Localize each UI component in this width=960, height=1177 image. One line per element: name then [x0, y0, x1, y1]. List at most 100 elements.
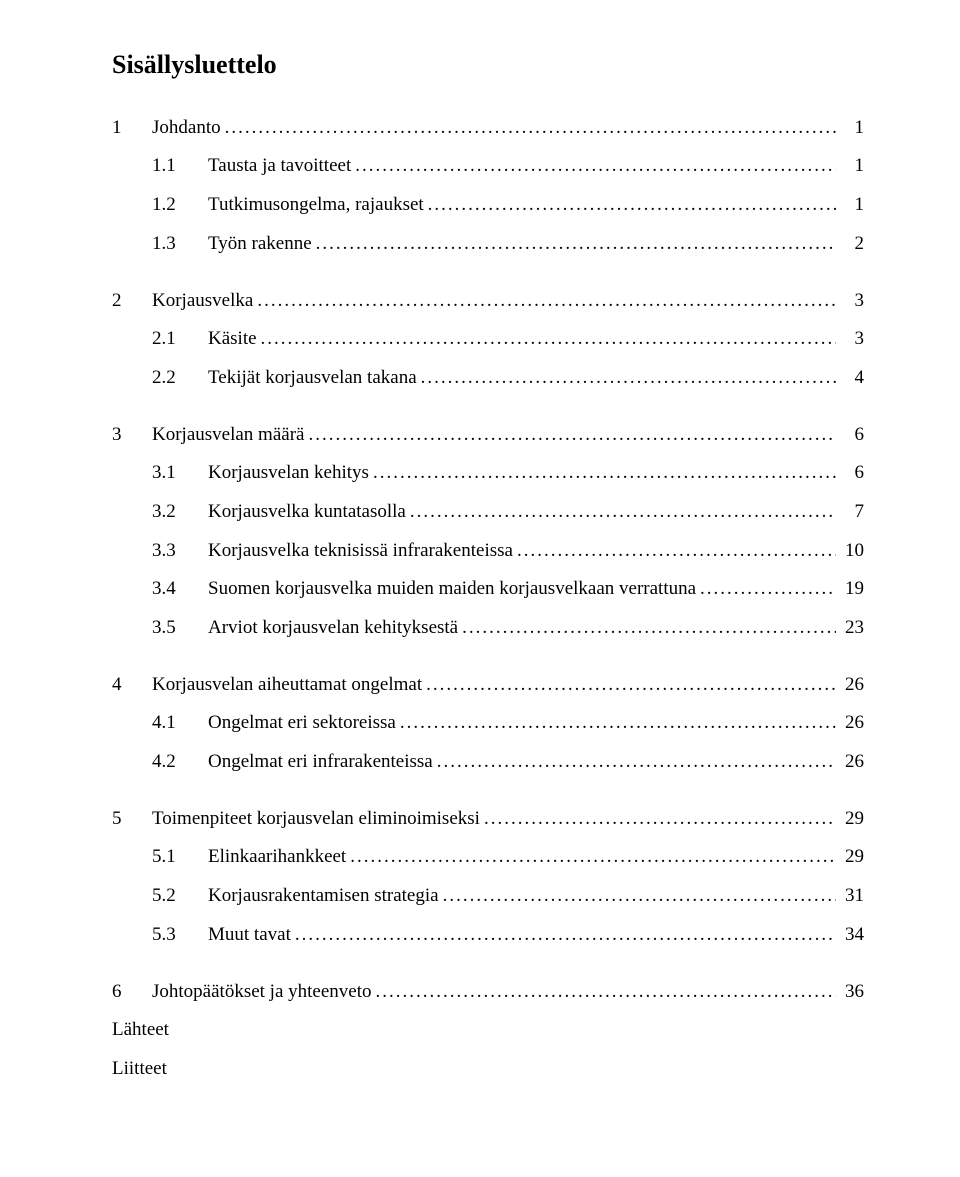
toc-title: Sisällysluettelo	[112, 48, 864, 82]
toc-chapter: 1Johdanto1	[112, 116, 864, 141]
toc-entry-number: 1.3	[152, 232, 208, 257]
toc-entry-label: Suomen korjausvelka muiden maiden korjau…	[208, 577, 696, 602]
toc-entry-number: 5.1	[152, 845, 208, 870]
toc-leader-dots	[424, 193, 836, 218]
toc-entry-page: 31	[836, 884, 864, 909]
toc-entry-number: 2.1	[152, 327, 208, 352]
toc-entry-number: 3.2	[152, 500, 208, 525]
toc-entry-page: 10	[836, 539, 864, 564]
toc-entry-page: 36	[836, 980, 864, 1005]
toc-entry-number: 3.1	[152, 461, 208, 486]
toc-entry-page: 26	[836, 673, 864, 698]
toc-entry-number: 5.2	[152, 884, 208, 909]
toc-leader-dots	[422, 673, 836, 698]
toc-section: 3.1Korjausvelan kehitys 6	[152, 461, 864, 486]
toc-entry-label: Ongelmat eri sektoreissa	[208, 711, 396, 736]
toc-entry-page: 34	[836, 923, 864, 948]
toc-chapter: 2Korjausvelka 3	[112, 289, 864, 314]
toc-section: 3.5Arviot korjausvelan kehityksestä 23	[152, 616, 864, 641]
toc-chapter: 5Toimenpiteet korjausvelan eliminoimisek…	[112, 807, 864, 832]
toc-section: 3.2Korjausvelka kuntatasolla 7	[152, 500, 864, 525]
toc-list: 1Johdanto11.1Tausta ja tavoitteet11.2Tut…	[112, 116, 864, 1082]
toc-leader-dots	[257, 327, 836, 352]
toc-entry-number: 3.5	[152, 616, 208, 641]
toc-leader-dots	[369, 461, 836, 486]
toc-entry-label: Ongelmat eri infrarakenteissa	[208, 750, 433, 775]
toc-leader-dots	[513, 539, 836, 564]
toc-section: 3.4Suomen korjausvelka muiden maiden kor…	[152, 577, 864, 602]
toc-section: 1.1Tausta ja tavoitteet 1	[152, 154, 864, 179]
toc-entry-number: 4.2	[152, 750, 208, 775]
toc-entry-label: Elinkaarihankkeet	[208, 845, 346, 870]
toc-entry-label: Toimenpiteet korjausvelan eliminoimiseks…	[152, 807, 480, 832]
toc-leader-dots	[396, 711, 836, 736]
toc-leader-dots	[351, 154, 836, 179]
toc-entry-label: Tutkimusongelma, rajaukset	[208, 193, 424, 218]
toc-section: 1.2Tutkimusongelma, rajaukset 1	[152, 193, 864, 218]
toc-entry-label: Korjausrakentamisen strategia	[208, 884, 439, 909]
toc-chapter: 3Korjausvelan määrä6	[112, 423, 864, 448]
toc-leader-dots	[304, 423, 836, 448]
toc-entry-page: 1	[836, 193, 864, 218]
toc-entry-label: Korjausvelka	[152, 289, 253, 314]
toc-entry-number: 3	[112, 423, 152, 448]
toc-entry-label: Tekijät korjausvelan takana	[208, 366, 417, 391]
toc-section: 5.3Muut tavat34	[152, 923, 864, 948]
toc-section: 5.1Elinkaarihankkeet 29	[152, 845, 864, 870]
toc-entry-page: 1	[836, 154, 864, 179]
toc-entry-number: 5	[112, 807, 152, 832]
toc-section: 4.2Ongelmat eri infrarakenteissa 26	[152, 750, 864, 775]
toc-entry-label: Johtopäätökset ja yhteenveto	[152, 980, 372, 1005]
toc-entry-number: 3.3	[152, 539, 208, 564]
toc-leader-dots	[346, 845, 836, 870]
toc-entry-page: 7	[836, 500, 864, 525]
toc-leader-dots	[372, 980, 837, 1005]
toc-section: 2.2Tekijät korjausvelan takana4	[152, 366, 864, 391]
toc-entry-number: 1.1	[152, 154, 208, 179]
toc-entry-number: 1.2	[152, 193, 208, 218]
toc-entry-label: Käsite	[208, 327, 257, 352]
toc-entry-page: 26	[836, 711, 864, 736]
toc-leader-dots	[433, 750, 836, 775]
toc-entry-page: 19	[836, 577, 864, 602]
toc-entry-number: 3.4	[152, 577, 208, 602]
toc-entry-page: 3	[836, 289, 864, 314]
toc-section: 4.1Ongelmat eri sektoreissa 26	[152, 711, 864, 736]
toc-leader-dots	[406, 500, 836, 525]
toc-entry-page: 23	[836, 616, 864, 641]
toc-leader-dots	[458, 616, 836, 641]
toc-entry-page: 4	[836, 366, 864, 391]
toc-section: 3.3Korjausvelka teknisissä infrarakentei…	[152, 539, 864, 564]
toc-section: 2.1Käsite 3	[152, 327, 864, 352]
toc-chapter: 4Korjausvelan aiheuttamat ongelmat 26	[112, 673, 864, 698]
toc-entry-label: Muut tavat	[208, 923, 291, 948]
toc-entry-page: 29	[836, 807, 864, 832]
toc-leader-dots	[221, 116, 836, 141]
toc-entry-number: 4.1	[152, 711, 208, 736]
toc-entry-page: 29	[836, 845, 864, 870]
toc-leader-dots	[253, 289, 836, 314]
toc-entry-label: Johdanto	[152, 116, 221, 141]
toc-entry-label: Korjausvelan kehitys	[208, 461, 369, 486]
toc-entry-label: Työn rakenne	[208, 232, 312, 257]
toc-footer-item: Liitteet	[112, 1057, 864, 1082]
toc-leader-dots	[312, 232, 836, 257]
toc-entry-label: Korjausvelan aiheuttamat ongelmat	[152, 673, 422, 698]
toc-entry-page: 6	[836, 461, 864, 486]
toc-entry-page: 2	[836, 232, 864, 257]
toc-leader-dots	[439, 884, 836, 909]
toc-entry-label: Arviot korjausvelan kehityksestä	[208, 616, 458, 641]
toc-entry-number: 2	[112, 289, 152, 314]
toc-leader-dots	[696, 577, 836, 602]
toc-entry-number: 4	[112, 673, 152, 698]
toc-footer-label: Liitteet	[112, 1057, 167, 1082]
toc-entry-label: Korjausvelka kuntatasolla	[208, 500, 406, 525]
toc-entry-page: 3	[836, 327, 864, 352]
toc-leader-dots	[480, 807, 836, 832]
toc-entry-page: 26	[836, 750, 864, 775]
toc-footer-item: Lähteet	[112, 1018, 864, 1043]
toc-entry-number: 1	[112, 116, 152, 141]
toc-leader-dots	[291, 923, 836, 948]
toc-entry-label: Tausta ja tavoitteet	[208, 154, 351, 179]
toc-entry-number: 6	[112, 980, 152, 1005]
